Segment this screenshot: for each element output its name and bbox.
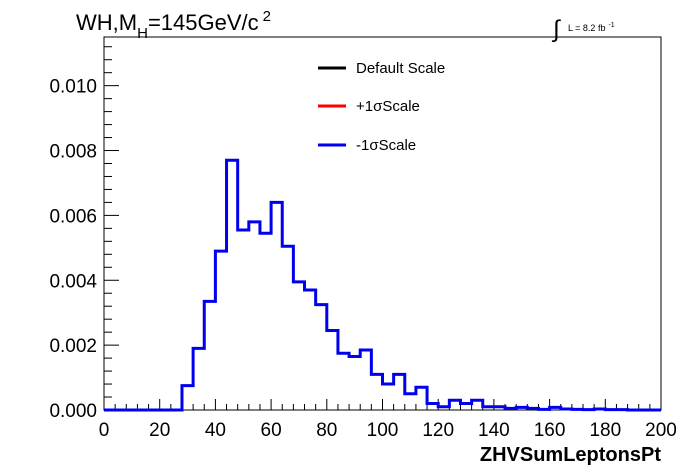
- y-tick-label: 0.000: [49, 401, 97, 422]
- x-tick-label: 100: [367, 420, 399, 441]
- title-subscript: H: [137, 25, 148, 42]
- x-tick-label: 180: [589, 420, 621, 441]
- x-axis: 0 20 40 60 80 100 120 140 160 180 200: [99, 399, 677, 441]
- plot-frame: [103, 36, 662, 411]
- luminosity-label: L = 8.2 fb -1: [568, 22, 615, 33]
- x-axis-label: ZHVSumLeptonsPt: [480, 444, 661, 466]
- x-tick-label: 0: [99, 420, 110, 441]
- title-superscript: 2: [263, 8, 271, 25]
- series-layer: [104, 158, 661, 412]
- x-tick-label: 80: [316, 420, 337, 441]
- chart-title: WH,MH=145GeV/c 2: [76, 8, 271, 42]
- x-tick-label: 20: [149, 420, 170, 441]
- y-tick-label: 0.008: [49, 142, 97, 163]
- series-line-minus1sigma: [104, 158, 661, 412]
- title-value: =145GeV/c: [148, 10, 259, 35]
- legend-entry-minus1sigma: -1σScale: [318, 137, 416, 154]
- x-tick-label: 60: [261, 420, 282, 441]
- y-axis: 0.000 0.002 0.004 0.006 0.008 0.010: [49, 46, 119, 422]
- legend-entry-default: Default Scale: [318, 60, 445, 77]
- y-tick-label: 0.006: [49, 206, 97, 227]
- x-tick-label: 120: [422, 420, 454, 441]
- luminosity-text: L = 8.2 fb: [568, 23, 605, 33]
- integral-symbol: ∫: [551, 16, 561, 43]
- legend-label-plus1sigma: +1σScale: [356, 98, 420, 115]
- x-tick-label: 140: [478, 420, 510, 441]
- legend-entry-plus1sigma: +1σScale: [318, 98, 420, 115]
- legend: Default Scale +1σScale -1σScale: [318, 60, 445, 154]
- title-main: WH,M: [76, 10, 137, 35]
- x-tick-label: 160: [534, 420, 566, 441]
- y-tick-label: 0.004: [49, 271, 97, 292]
- y-tick-label: 0.002: [49, 336, 97, 357]
- y-tick-label: 0.010: [49, 77, 97, 98]
- legend-label-default: Default Scale: [356, 60, 445, 77]
- luminosity-superscript: -1: [608, 22, 614, 29]
- x-tick-label: 200: [645, 420, 677, 441]
- legend-label-minus1sigma: -1σScale: [356, 137, 416, 154]
- x-tick-label: 40: [205, 420, 226, 441]
